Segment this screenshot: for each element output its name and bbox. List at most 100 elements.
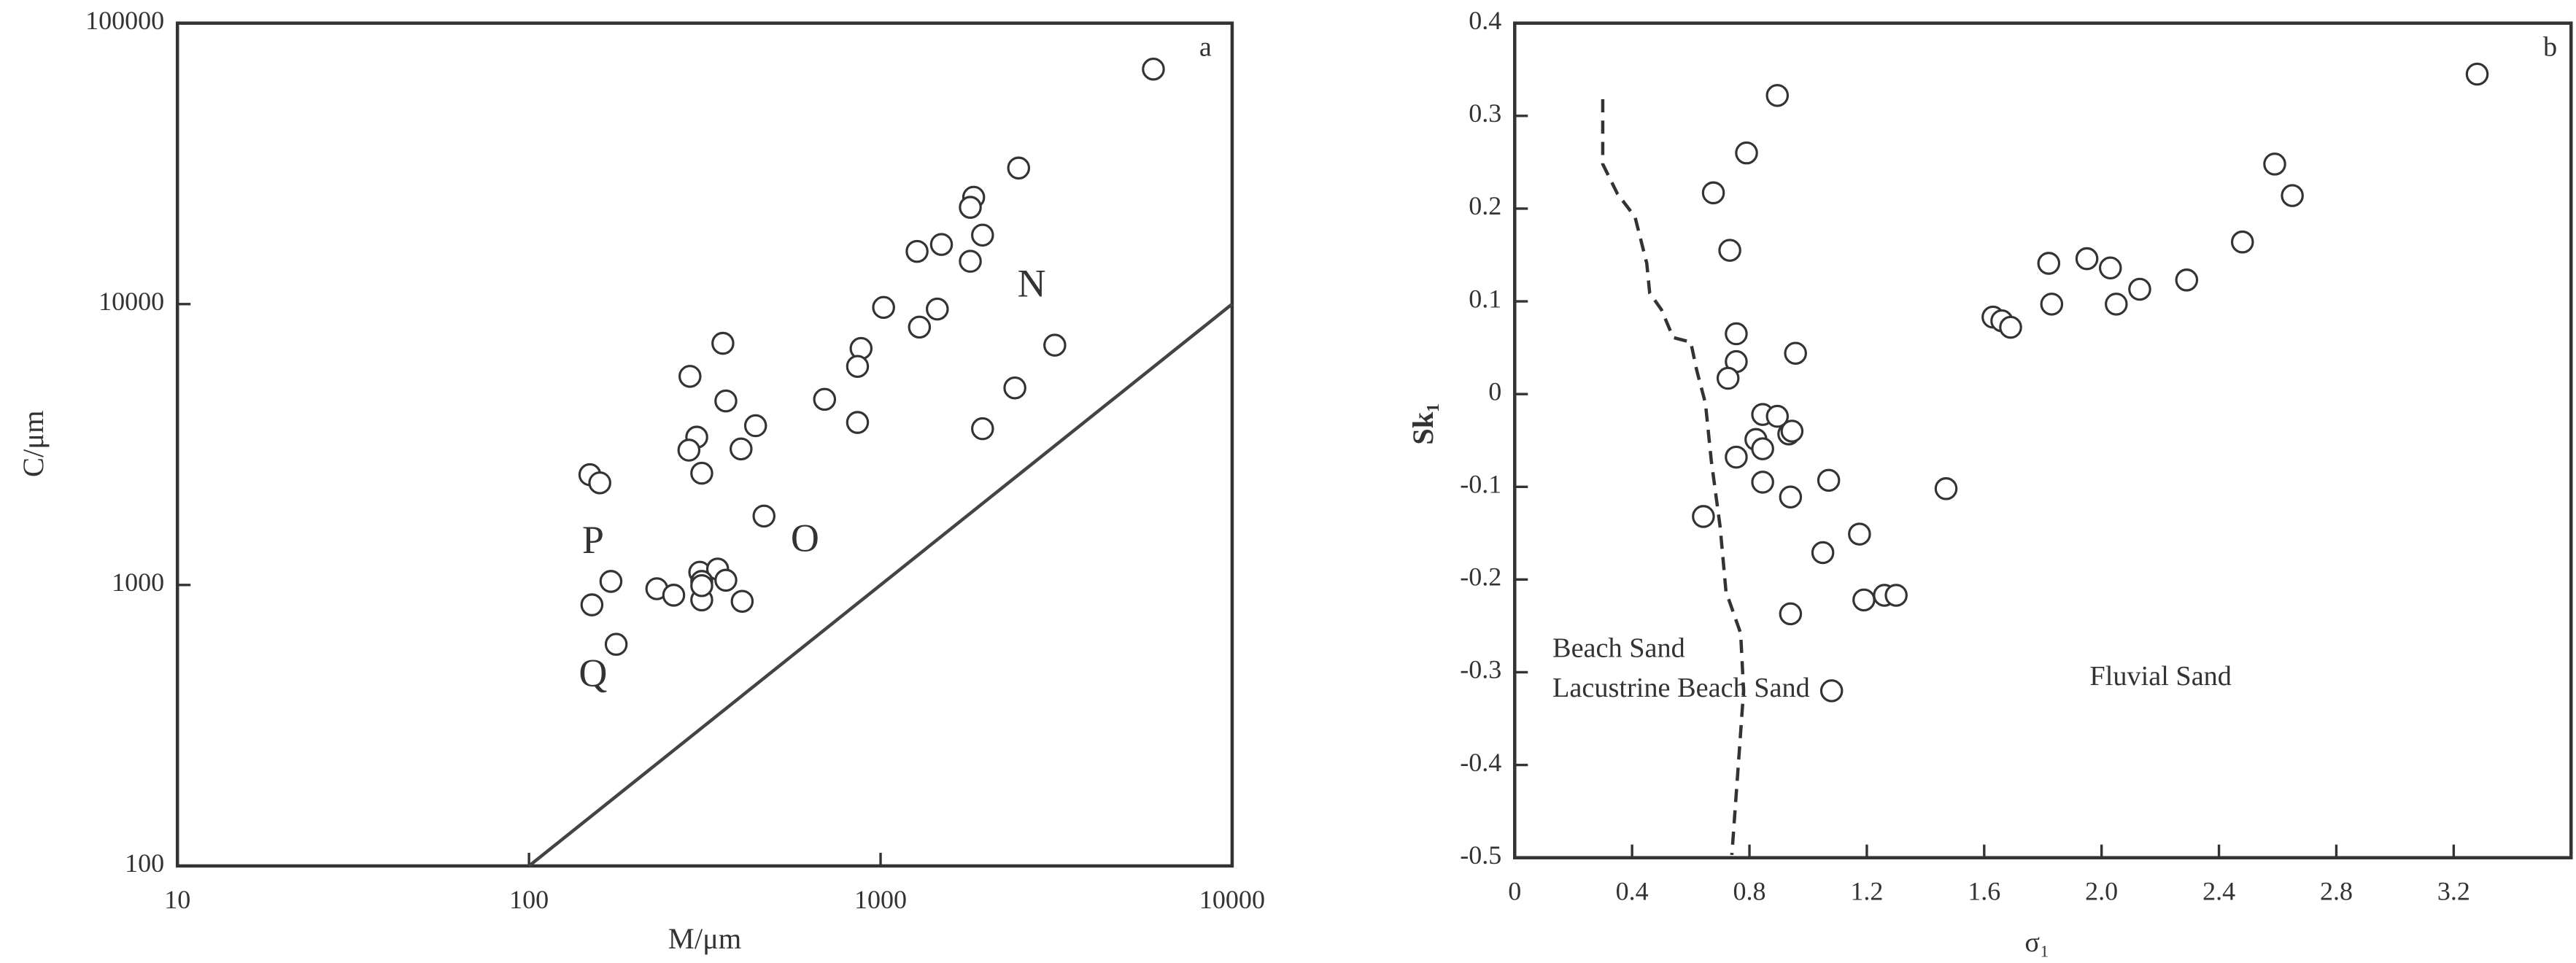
x-tick-label: 0.8 [1733, 876, 1766, 905]
data-point [1725, 445, 1748, 469]
plot-frame [1513, 21, 2573, 859]
data-point [690, 461, 713, 485]
data-point [2175, 268, 2199, 292]
panel-label: a [1199, 32, 1212, 63]
reference-line [527, 303, 1234, 867]
data-point [908, 315, 932, 339]
data-point [714, 568, 738, 592]
x-axis-label: σ₁ [2024, 927, 2049, 958]
data-point [730, 437, 753, 461]
data-point [813, 387, 837, 411]
data-point [752, 504, 775, 528]
x-tick-label: 2.4 [2202, 876, 2235, 905]
y-tick-label: -0.2 [1460, 562, 1501, 592]
data-point [929, 233, 954, 256]
data-point [743, 414, 767, 438]
data-point [1852, 588, 1876, 612]
data-point [1784, 341, 1807, 365]
y-tick-label: -0.1 [1460, 470, 1501, 499]
data-point [971, 417, 994, 441]
y-tick-label: 0.3 [1469, 98, 1501, 128]
x-tick-label: 0.4 [1616, 876, 1649, 905]
x-tick-label: 10000 [1199, 885, 1265, 914]
data-point [926, 297, 949, 321]
data-point [1817, 468, 1841, 492]
data-point [580, 593, 604, 616]
data-point [2099, 256, 2122, 280]
annotation: O [791, 517, 819, 560]
data-point [662, 584, 686, 607]
data-point [1735, 141, 1758, 165]
data-point [714, 389, 738, 413]
data-point [1765, 404, 1790, 428]
y-tick-label: 1000 [112, 568, 164, 597]
x-tick-label: 3.2 [2437, 876, 2470, 905]
x-tick-label: 1000 [854, 885, 907, 914]
annotation: Beach Sand [1552, 633, 1685, 664]
reference-line [1601, 98, 1746, 856]
data-point [971, 223, 994, 247]
data-point [1765, 84, 1790, 107]
x-tick-label: 100 [509, 885, 549, 914]
data-point [2281, 184, 2304, 207]
data-point [1043, 333, 1067, 357]
y-tick-label: 100000 [85, 6, 164, 35]
y-tick-label: -0.5 [1460, 840, 1501, 870]
x-tick-label: 1.2 [1850, 876, 1883, 905]
data-point [678, 365, 702, 388]
data-point [959, 250, 982, 273]
data-point [1692, 505, 1715, 528]
data-point [588, 471, 611, 495]
data-point [1716, 366, 1740, 390]
annotation: Fluvial Sand [2089, 661, 2232, 692]
data-point [1779, 485, 1803, 509]
data-point [1999, 315, 2022, 339]
data-point [1779, 602, 1803, 626]
y-tick-label: -0.3 [1460, 655, 1501, 684]
x-tick-label: 1.6 [1968, 876, 2000, 905]
panel-label: b [2543, 32, 2557, 63]
data-point [846, 411, 870, 434]
data-point [1819, 679, 1844, 703]
y-tick-label: -0.4 [1460, 748, 1501, 777]
data-point [2037, 252, 2061, 275]
data-point [1007, 156, 1031, 180]
x-tick-label: 0 [1508, 876, 1521, 905]
x-tick-label: 2.0 [2085, 876, 2118, 905]
data-point [1934, 477, 1958, 500]
data-point [690, 573, 713, 597]
data-point [2040, 293, 2064, 316]
data-point [1142, 57, 1165, 81]
annotation: Lacustrine Beach Sand [1552, 673, 1810, 703]
x-tick-label: 2.8 [2320, 876, 2353, 905]
data-point [604, 633, 628, 656]
data-point [2230, 230, 2254, 254]
data-point [1848, 522, 1871, 546]
data-point [959, 196, 982, 219]
data-point [872, 295, 895, 320]
data-point [2128, 277, 2151, 301]
y-tick-label: 0.1 [1469, 284, 1501, 313]
data-point [1811, 541, 1835, 565]
data-point [1751, 437, 1774, 460]
data-point [730, 589, 754, 613]
y-tick-label: 100 [125, 848, 164, 878]
x-axis-label: M/μm [668, 922, 742, 955]
data-point [1780, 419, 1804, 443]
data-point [1718, 239, 1741, 262]
y-axis-label: Sk₁ [1407, 403, 1439, 445]
data-point [2075, 247, 2099, 271]
plot-frame [175, 21, 1234, 868]
data-point [1884, 584, 1908, 607]
annotation: N [1018, 262, 1046, 306]
data-point [2465, 62, 2489, 86]
data-point [1751, 471, 1774, 494]
data-point [1003, 376, 1026, 400]
data-point [2105, 293, 2128, 316]
data-point [599, 570, 623, 593]
data-point [905, 239, 929, 263]
data-point [677, 438, 701, 462]
y-axis-label: C/μm [17, 410, 50, 477]
